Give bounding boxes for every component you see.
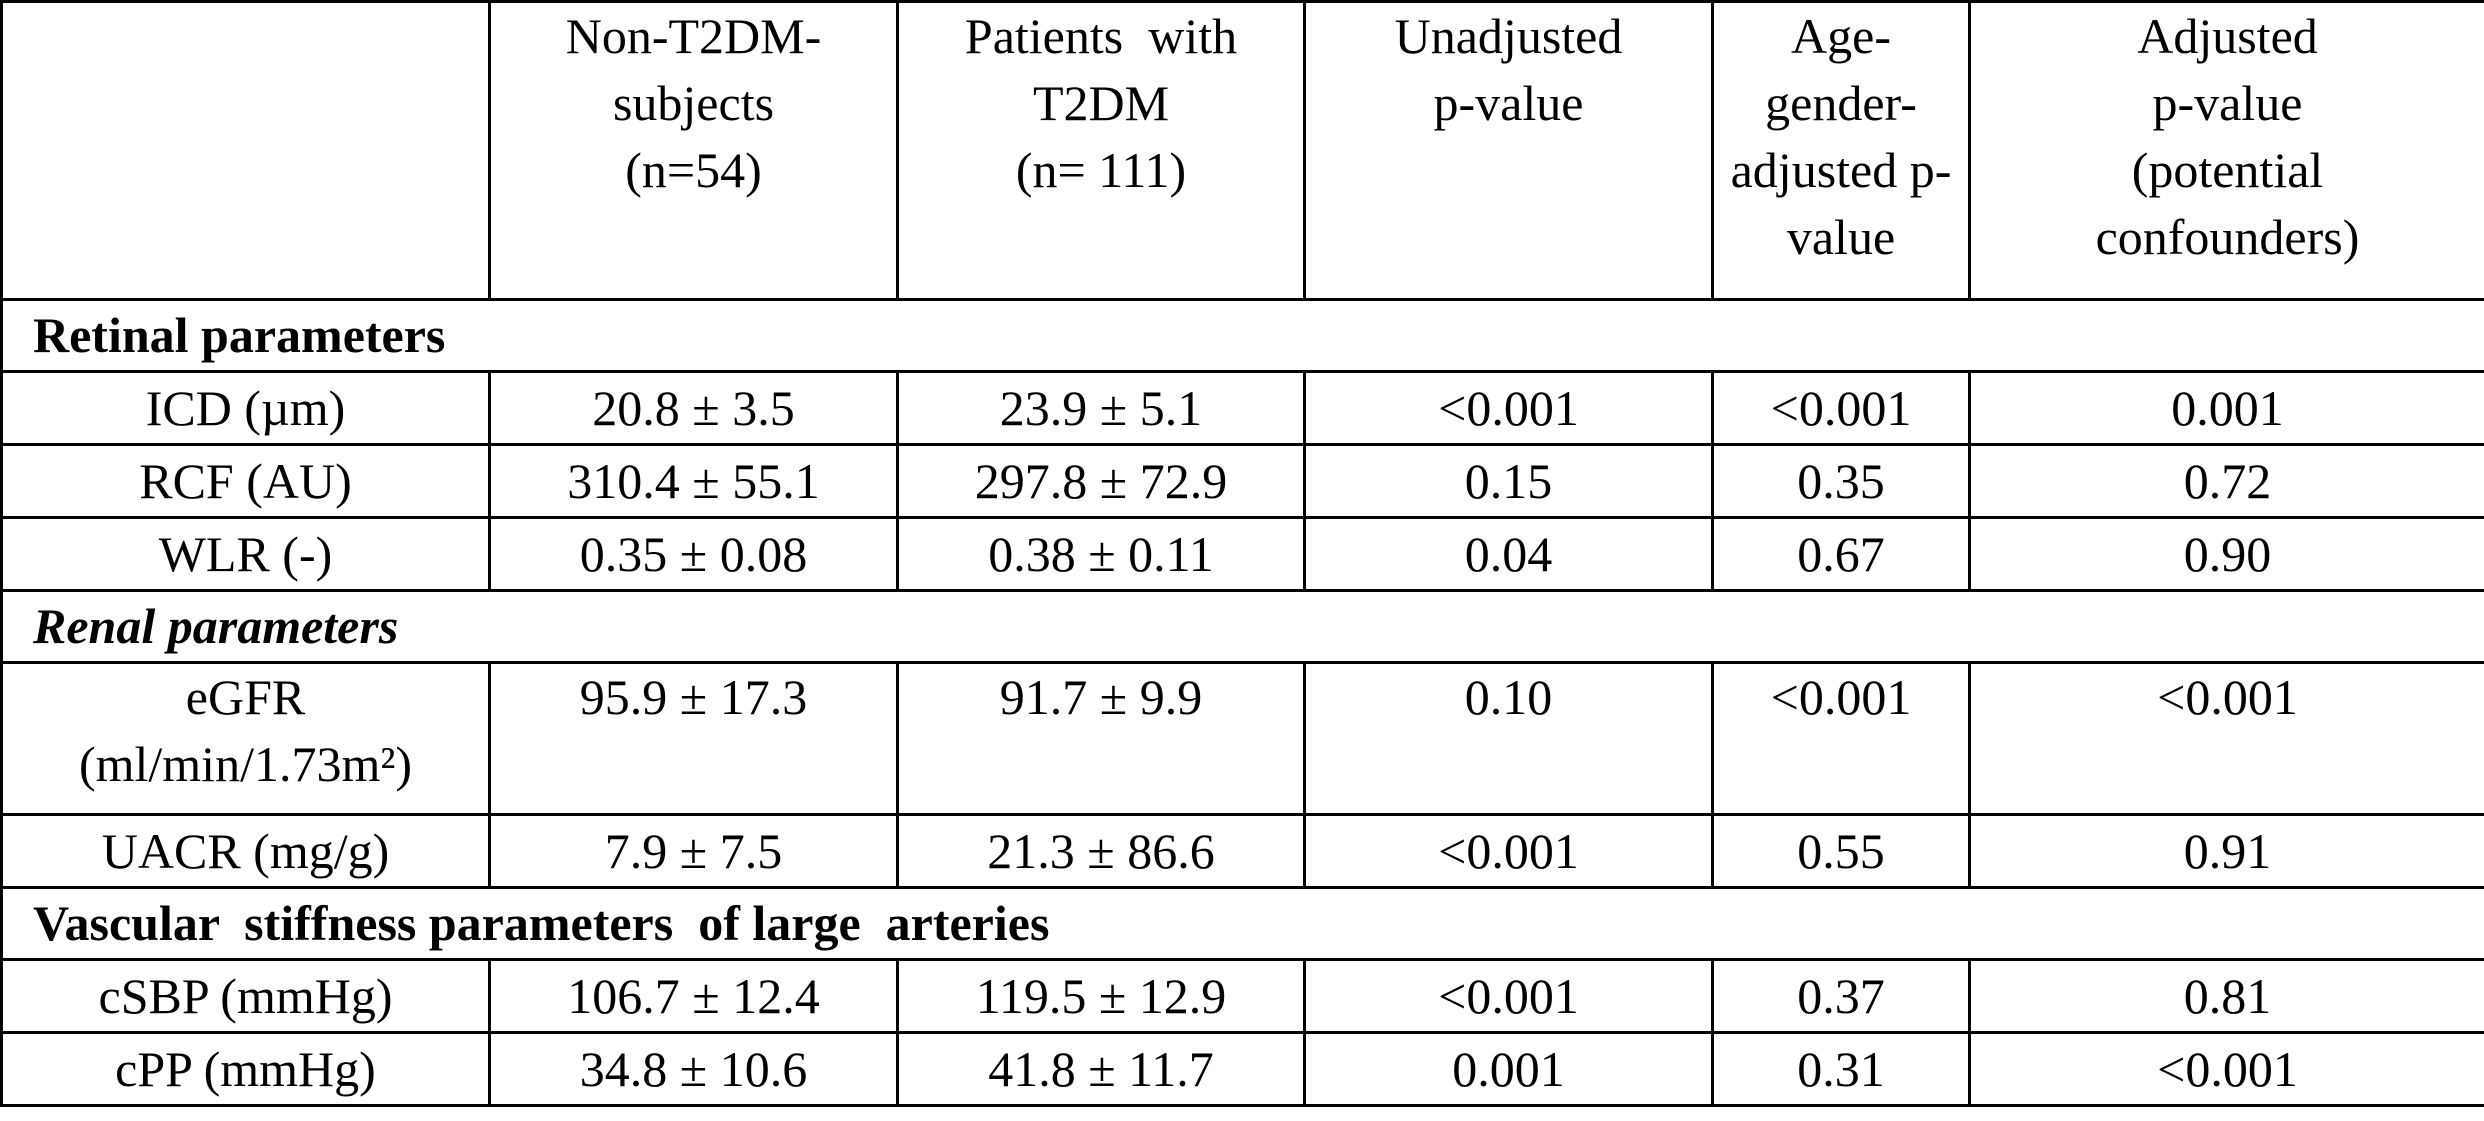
table-row-csbp: cSBP (mmHg) 106.7 ± 12.4 119.5 ± 12.9 <0… [0,958,2484,1034]
unadjusted-p-value: 0.001 [1303,1031,1714,1107]
adjusted-p-value: 0.001 [1968,370,2484,446]
age-gender-adjusted-p-value: 0.35 [1711,443,1971,519]
non-t2dm-value: 106.7 ± 12.4 [488,958,899,1034]
age-gender-adjusted-p-value: <0.001 [1711,661,1971,816]
t2dm-value: 41.8 ± 11.7 [896,1031,1306,1107]
section-row-renal: Renal parameters [0,589,2484,664]
non-t2dm-value: 310.4 ± 55.1 [488,443,899,519]
table-row-icd: ICD (µm) 20.8 ± 3.5 23.9 ± 5.1 <0.001 <0… [0,370,2484,446]
header-unadjusted-p: Unadjusted p-value [1303,0,1714,301]
section-row-retinal: Retinal parameters [0,298,2484,373]
header-non-t2dm: Non-T2DM- subjects (n=54) [488,0,899,301]
age-gender-adjusted-p-value: 0.55 [1711,813,1971,889]
section-title-vascular: Vascular stiffness parameters of large a… [0,886,2484,961]
header-row: Non-T2DM- subjects (n=54) Patients with … [0,0,2484,301]
row-label: WLR (-) [0,516,491,592]
table-row-rcf: RCF (AU) 310.4 ± 55.1 297.8 ± 72.9 0.15 … [0,443,2484,519]
age-gender-adjusted-p-value: 0.67 [1711,516,1971,592]
adjusted-p-value: <0.001 [1968,1031,2484,1107]
row-label-line2: (ml/min/1.73m²) [78,736,413,792]
age-gender-adjusted-p-value: <0.001 [1711,370,1971,446]
section-row-vascular: Vascular stiffness parameters of large a… [0,886,2484,961]
header-age-gender-adjusted-p: Age- gender- adjusted p- value [1711,0,1971,301]
t2dm-value: 119.5 ± 12.9 [896,958,1306,1034]
age-gender-adjusted-p-value: 0.31 [1711,1031,1971,1107]
adjusted-p-value: 0.90 [1968,516,2484,592]
t2dm-value: 91.7 ± 9.9 [896,661,1306,816]
t2dm-value: 0.38 ± 0.11 [896,516,1306,592]
non-t2dm-value: 20.8 ± 3.5 [488,370,899,446]
table-row-cpp: cPP (mmHg) 34.8 ± 10.6 41.8 ± 11.7 0.001… [0,1031,2484,1107]
non-t2dm-value: 34.8 ± 10.6 [488,1031,899,1107]
section-title-retinal: Retinal parameters [0,298,2484,373]
adjusted-p-value: 0.91 [1968,813,2484,889]
header-t2dm: Patients with T2DM (n= 111) [896,0,1306,301]
non-t2dm-value: 7.9 ± 7.5 [488,813,899,889]
table-row-egfr: eGFR (ml/min/1.73m²) 95.9 ± 17.3 91.7 ± … [0,661,2484,816]
unadjusted-p-value: <0.001 [1303,958,1714,1034]
adjusted-p-value: <0.001 [1968,661,2484,816]
t2dm-value: 297.8 ± 72.9 [896,443,1306,519]
row-label: RCF (AU) [0,443,491,519]
table-row-uacr: UACR (mg/g) 7.9 ± 7.5 21.3 ± 86.6 <0.001… [0,813,2484,889]
unadjusted-p-value: 0.15 [1303,443,1714,519]
unadjusted-p-value: <0.001 [1303,813,1714,889]
row-label-line1: eGFR [185,669,306,725]
non-t2dm-value: 0.35 ± 0.08 [488,516,899,592]
row-label: eGFR (ml/min/1.73m²) [0,661,491,816]
adjusted-p-value: 0.81 [1968,958,2484,1034]
row-label: cSBP (mmHg) [0,958,491,1034]
unadjusted-p-value: 0.10 [1303,661,1714,816]
row-label: ICD (µm) [0,370,491,446]
table-row-wlr: WLR (-) 0.35 ± 0.08 0.38 ± 0.11 0.04 0.6… [0,516,2484,592]
t2dm-value: 23.9 ± 5.1 [896,370,1306,446]
section-title-renal: Renal parameters [0,589,2484,664]
header-empty-cell [0,0,491,301]
age-gender-adjusted-p-value: 0.37 [1711,958,1971,1034]
row-label: UACR (mg/g) [0,813,491,889]
unadjusted-p-value: 0.04 [1303,516,1714,592]
adjusted-p-value: 0.72 [1968,443,2484,519]
row-label: cPP (mmHg) [0,1031,491,1107]
unadjusted-p-value: <0.001 [1303,370,1714,446]
t2dm-value: 21.3 ± 86.6 [896,813,1306,889]
header-adjusted-p-confounders: Adjusted p-value (potential confounders) [1968,0,2484,301]
non-t2dm-value: 95.9 ± 17.3 [488,661,899,816]
